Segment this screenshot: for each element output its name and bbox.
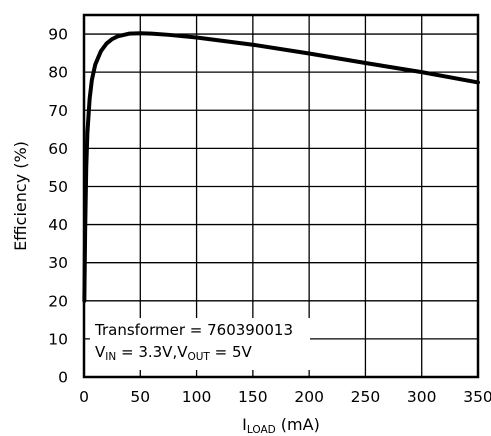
y-tick-label: 20 <box>48 292 68 310</box>
y-tick-label: 40 <box>48 216 68 234</box>
x-tick-labels: 0 50 100 150 200 250 300 350 <box>79 388 491 406</box>
efficiency-curve <box>82 31 480 303</box>
annotation-eq-2: = 5V <box>210 343 253 361</box>
annotation-background <box>90 318 310 370</box>
annotation-line-1: Transformer = 760390013 <box>94 321 293 339</box>
annotation-vin-v: V <box>95 343 106 361</box>
annotation-vin-sub: IN <box>105 351 116 363</box>
x-tick-label: 250 <box>351 388 381 406</box>
x-axis-label-unit: (mA) <box>276 415 320 434</box>
x-axis-label-main: I <box>242 415 247 434</box>
annotation-line-2: VIN = 3.3V,VOUT = 5V <box>95 343 252 363</box>
x-tick-label: 0 <box>79 388 89 406</box>
y-tick-label: 50 <box>48 178 68 196</box>
annotation-eq-1: = 3.3V,V <box>116 343 188 361</box>
annotation-box: Transformer = 760390013 VIN = 3.3V,VOUT … <box>90 318 310 370</box>
x-tick-label: 150 <box>238 388 268 406</box>
x-tick-label: 200 <box>294 388 324 406</box>
y-tick-label: 80 <box>48 64 68 82</box>
y-tick-label: 70 <box>48 102 68 120</box>
x-tick-label: 100 <box>182 388 212 406</box>
y-tick-label: 10 <box>48 330 68 348</box>
x-tick-label: 50 <box>130 388 150 406</box>
y-axis-label: Efficiency (%) <box>11 141 30 251</box>
x-tick-label: 350 <box>463 388 491 406</box>
x-axis-label: ILOAD (mA) <box>242 415 320 436</box>
y-tick-labels: 0 10 20 30 40 50 60 70 80 90 <box>48 26 68 387</box>
x-axis-label-sub: LOAD <box>247 424 276 436</box>
annotation-vout-sub: OUT <box>187 351 210 363</box>
y-tick-label: 30 <box>48 254 68 272</box>
y-tick-label: 90 <box>48 26 68 44</box>
y-tick-label: 0 <box>58 369 68 387</box>
y-tick-label: 60 <box>48 140 68 158</box>
x-tick-label: 300 <box>407 388 437 406</box>
